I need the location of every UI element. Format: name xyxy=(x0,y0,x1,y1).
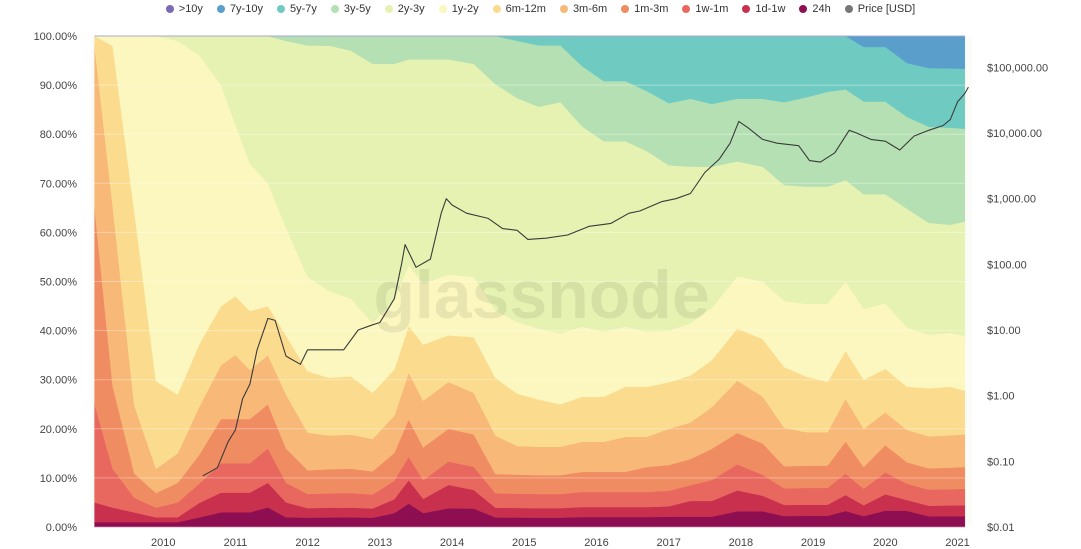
legend-dot xyxy=(559,5,568,13)
legend-item-10y[interactable]: >10y xyxy=(165,3,203,15)
y-axis-left: 0.00% 10.00% 20.00% 30.00% 40.00% 50.00% 60.00… xyxy=(34,31,78,534)
legend-label: 7y-10y xyxy=(229,3,263,15)
y-tick-right: $1,000.00 xyxy=(987,194,1036,206)
legend-item-1w-1m[interactable]: 1w-1m xyxy=(682,3,728,15)
legend-dot xyxy=(621,5,630,13)
legend-dot xyxy=(799,5,808,13)
legend-label: 1m-3m xyxy=(634,3,669,15)
y-tick-left: 90.00% xyxy=(40,80,78,92)
y-tick-right: $10,000.00 xyxy=(987,128,1042,140)
x-axis: 2010 2011 2012 2013 2014 2015 2016 2017 2018 2019… xyxy=(151,537,970,549)
x-tick: 2021 xyxy=(945,537,969,549)
legend-label: Price [USD] xyxy=(857,3,916,15)
legend-item-1m-3m[interactable]: 1m-3m xyxy=(621,3,668,15)
legend-item-price-usd[interactable]: Price [USD] xyxy=(844,3,916,15)
x-tick: 2019 xyxy=(801,537,825,549)
legend-label: >10y xyxy=(178,3,203,15)
legend-label: 6m-12m xyxy=(505,3,546,15)
area-layers xyxy=(94,35,966,528)
legend-item-5y-7y[interactable]: 5y-7y xyxy=(276,3,317,15)
legend-dot xyxy=(384,5,393,13)
x-tick: 2014 xyxy=(440,537,464,549)
legend-label: 2y-3y xyxy=(397,3,425,15)
y-tick-right: $10.00 xyxy=(987,325,1021,337)
legend-item-6m-12m[interactable]: 6m-12m xyxy=(492,3,546,15)
legend-dot xyxy=(492,5,501,13)
legend-item-2y-3y[interactable]: 2y-3y xyxy=(384,3,425,15)
legend-item-1d-1w[interactable]: 1d-1w xyxy=(742,3,785,15)
legend-item-1y-2y[interactable]: 1y-2y xyxy=(438,3,479,15)
y-tick-left: 60.00% xyxy=(40,227,78,239)
x-tick: 2012 xyxy=(295,537,319,549)
y-tick-right: $1.00 xyxy=(987,391,1015,403)
y-tick-left: 100.00% xyxy=(34,31,78,43)
y-tick-right: $0.10 xyxy=(987,456,1015,468)
legend: >10y 7y-10y 5y-7y 3y-5y 2y-3y 1y-2y 6m-12m 3m-6… xyxy=(0,0,1081,18)
legend-item-3y-5y[interactable]: 3y-5y xyxy=(330,3,371,15)
y-axis-right: $0.01 $0.10 $1.00 $10.00 $100.00 $1,000.00 $10… xyxy=(987,62,1048,534)
grid xyxy=(91,35,972,528)
legend-dot xyxy=(276,5,285,13)
price-line xyxy=(202,86,969,477)
legend-dot xyxy=(742,5,751,13)
legend-dot xyxy=(216,5,225,13)
x-tick: 2013 xyxy=(368,537,392,549)
legend-item-7y-10y[interactable]: 7y-10y xyxy=(216,3,263,15)
y-tick-left: 50.00% xyxy=(40,277,78,289)
watermark: glassnode xyxy=(373,257,709,333)
x-tick: 2011 xyxy=(224,537,248,549)
y-tick-right: $0.01 xyxy=(987,522,1015,534)
x-tick: 2018 xyxy=(729,537,753,549)
y-tick-left: 10.00% xyxy=(40,473,78,485)
y-tick-left: 70.00% xyxy=(40,178,78,190)
legend-dot xyxy=(330,5,339,13)
legend-label: 3y-5y xyxy=(343,3,371,15)
legend-label: 3m-6m xyxy=(572,3,608,15)
legend-dot xyxy=(844,5,853,13)
y-tick-right: $100.00 xyxy=(987,259,1027,271)
legend-label: 5y-7y xyxy=(289,3,317,15)
y-tick-left: 0.00% xyxy=(46,522,77,534)
legend-dot xyxy=(682,5,691,13)
y-tick-left: 20.00% xyxy=(40,424,78,436)
x-tick: 2016 xyxy=(584,537,608,549)
y-tick-left: 30.00% xyxy=(40,375,78,387)
legend-dot xyxy=(165,5,174,13)
x-tick: 2015 xyxy=(512,537,536,549)
legend-item-24h[interactable]: 24h xyxy=(799,3,831,15)
y-tick-left: 80.00% xyxy=(40,129,78,141)
x-tick: 2017 xyxy=(656,537,680,549)
legend-dot xyxy=(438,5,447,13)
legend-label: 24h xyxy=(812,3,831,15)
legend-label: 1y-2y xyxy=(451,3,479,15)
x-tick: 2010 xyxy=(151,537,175,549)
y-tick-left: 40.00% xyxy=(40,326,78,338)
legend-label: 1d-1w xyxy=(755,3,786,15)
x-tick: 2020 xyxy=(873,537,897,549)
legend-label: 1w-1m xyxy=(695,3,729,15)
y-tick-right: $100,000.00 xyxy=(987,62,1048,74)
legend-item-3m-6m[interactable]: 3m-6m xyxy=(559,3,608,15)
